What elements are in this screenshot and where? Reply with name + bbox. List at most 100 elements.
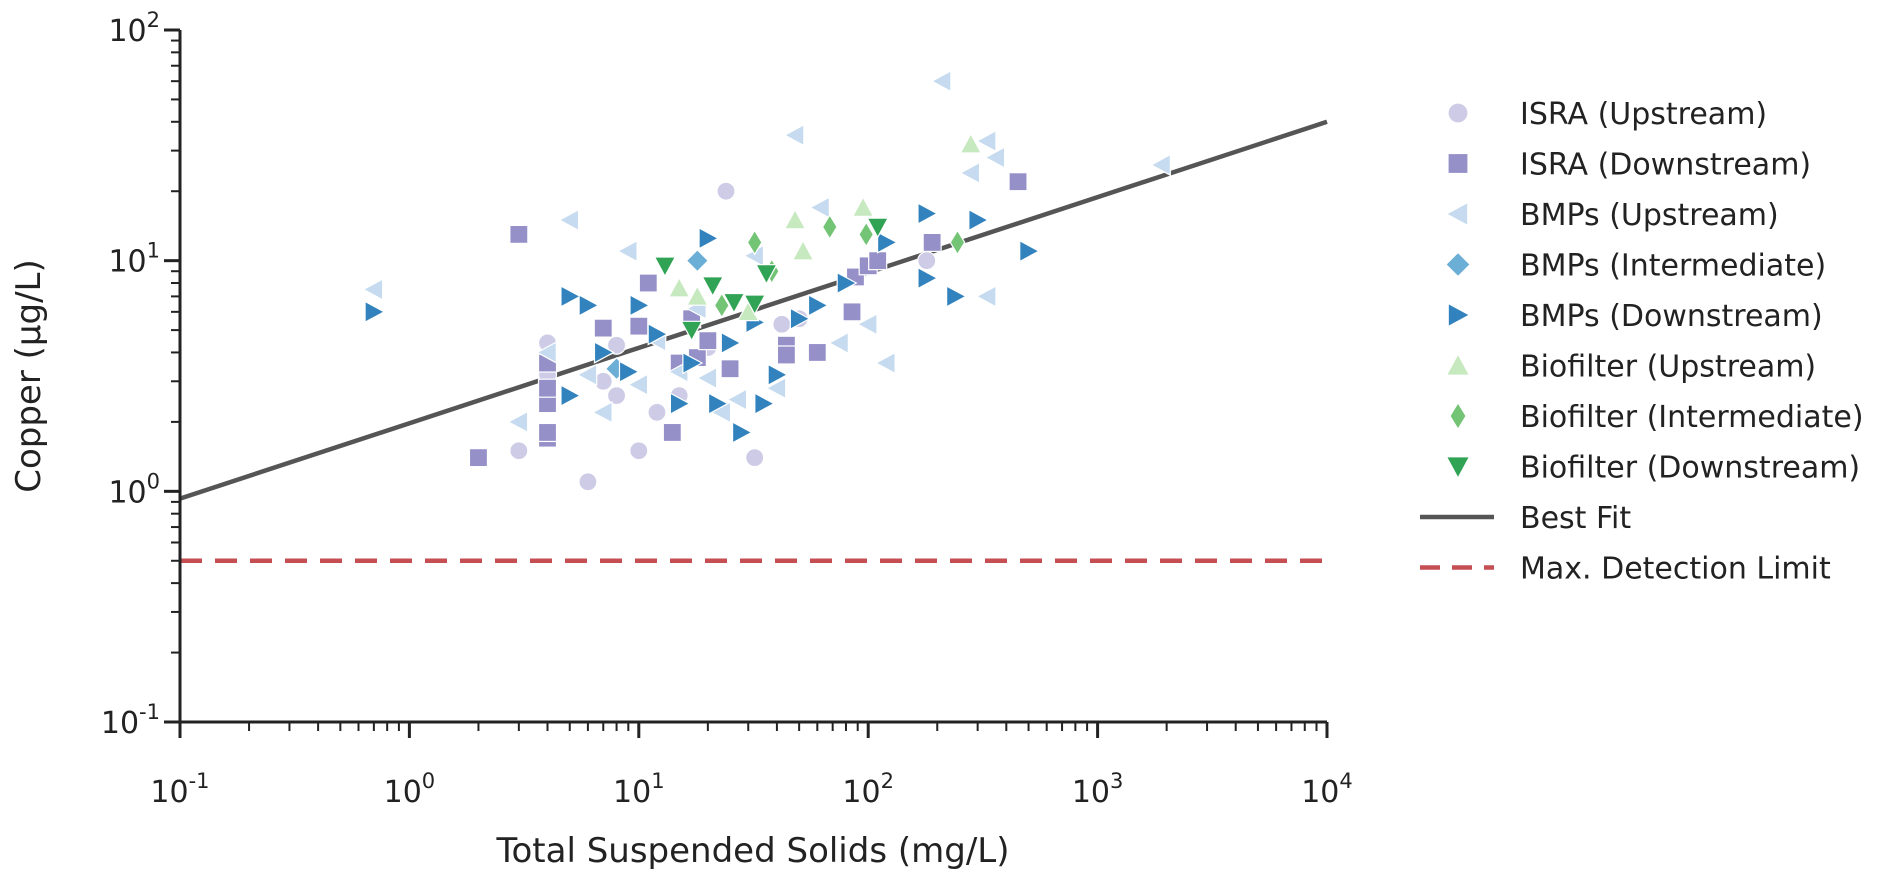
legend-item: BMPs (Upstream) — [1445, 198, 1779, 233]
data-point — [629, 294, 651, 317]
data-point — [509, 441, 529, 461]
data-point — [509, 224, 529, 244]
data-point — [876, 231, 898, 254]
data-point — [930, 69, 952, 93]
data-point — [698, 226, 720, 250]
data-point — [578, 294, 600, 317]
data-point — [791, 239, 815, 261]
legend: ISRA (Upstream) ISRA (Downstream) BMPs (Up… — [1420, 97, 1864, 587]
data-point — [917, 251, 937, 271]
data-point — [807, 342, 827, 363]
data-point — [917, 266, 939, 290]
y-tick-label: 102 — [108, 8, 160, 49]
data-point — [653, 256, 677, 278]
data-point — [746, 229, 763, 256]
data-point — [821, 213, 838, 241]
data-point — [537, 422, 558, 443]
data-point — [591, 400, 613, 424]
legend-label: BMPs (Downstream) — [1520, 299, 1823, 334]
data-point — [537, 378, 558, 398]
y-axis-title: Copper (µg/L) — [9, 259, 49, 493]
data-point — [680, 320, 704, 342]
legend-item: Max. Detection Limit — [1420, 552, 1831, 587]
legend-item: BMPs (Downstream) — [1447, 299, 1823, 334]
data-point — [558, 208, 580, 232]
legend-label: BMPs (Upstream) — [1520, 198, 1779, 233]
data-point — [772, 314, 792, 334]
data-point — [629, 316, 649, 336]
data-point — [716, 181, 736, 201]
legend-marker — [1447, 102, 1469, 124]
legend-marker — [1445, 456, 1471, 480]
y-tick-label: 100 — [108, 469, 160, 510]
data-point — [731, 421, 753, 444]
data-point — [949, 229, 966, 256]
data-point — [713, 292, 730, 319]
data-point — [755, 264, 778, 286]
series-6 — [713, 213, 966, 319]
data-point — [959, 132, 983, 154]
data-point — [364, 300, 386, 324]
data-point — [576, 363, 598, 387]
data-point — [362, 278, 384, 301]
data-point — [959, 161, 981, 185]
data-point — [745, 448, 765, 468]
legend-item: ISRA (Downstream) — [1447, 148, 1811, 183]
data-point — [866, 217, 890, 239]
data-point — [868, 251, 888, 271]
data-point — [808, 196, 830, 219]
legend-item: Best Fit — [1420, 501, 1631, 536]
y-tick-label: 10-1 — [101, 700, 160, 741]
data-point — [856, 312, 878, 336]
data-point — [836, 271, 858, 295]
data-point — [767, 363, 789, 387]
x-tick-label: 103 — [1072, 769, 1124, 810]
data-point — [776, 345, 797, 365]
data-point — [720, 331, 742, 355]
y-tick-label: 101 — [108, 239, 160, 280]
data-point — [647, 402, 667, 422]
x-tick-label: 104 — [1301, 769, 1353, 810]
data-point — [765, 376, 787, 400]
data-point — [984, 146, 1006, 169]
data-point — [507, 410, 529, 434]
legend-label: Best Fit — [1520, 501, 1631, 536]
data-point — [1149, 153, 1171, 177]
data-point — [593, 318, 613, 338]
data-point — [667, 276, 691, 298]
data-point — [618, 360, 640, 384]
legend-item: Biofilter (Intermediate) — [1449, 400, 1864, 435]
data-point — [535, 341, 557, 364]
data-point — [858, 221, 875, 248]
data-point — [720, 359, 740, 379]
data-point — [685, 248, 710, 273]
data-point — [606, 386, 627, 406]
data-point — [707, 392, 729, 415]
reference-lines — [179, 119, 1328, 564]
legend-label: Biofilter (Downstream) — [1520, 451, 1860, 486]
data-point — [616, 239, 638, 263]
data-point — [682, 351, 704, 375]
x-tick-label: 10-1 — [150, 769, 209, 810]
legend-marker — [1447, 152, 1469, 175]
data-point — [627, 373, 649, 397]
data-point — [922, 232, 942, 253]
legend-marker — [1449, 401, 1467, 431]
data-point — [975, 129, 997, 153]
legend-label: ISRA (Upstream) — [1520, 97, 1767, 132]
axes — [178, 30, 1327, 724]
data-point — [647, 322, 669, 346]
data-point — [722, 292, 746, 314]
legend-item: Biofilter (Downstream) — [1445, 451, 1860, 486]
data-point — [662, 422, 682, 443]
x-tick-label: 100 — [384, 769, 436, 810]
data-points — [362, 69, 1171, 492]
series-2 — [362, 69, 1171, 434]
data-point — [827, 331, 849, 355]
data-point — [560, 285, 582, 308]
legend-item: ISRA (Upstream) — [1447, 97, 1767, 132]
legend-label: Biofilter (Upstream) — [1520, 350, 1816, 385]
data-point — [686, 284, 709, 306]
data-point — [975, 285, 997, 308]
data-point — [851, 195, 875, 217]
